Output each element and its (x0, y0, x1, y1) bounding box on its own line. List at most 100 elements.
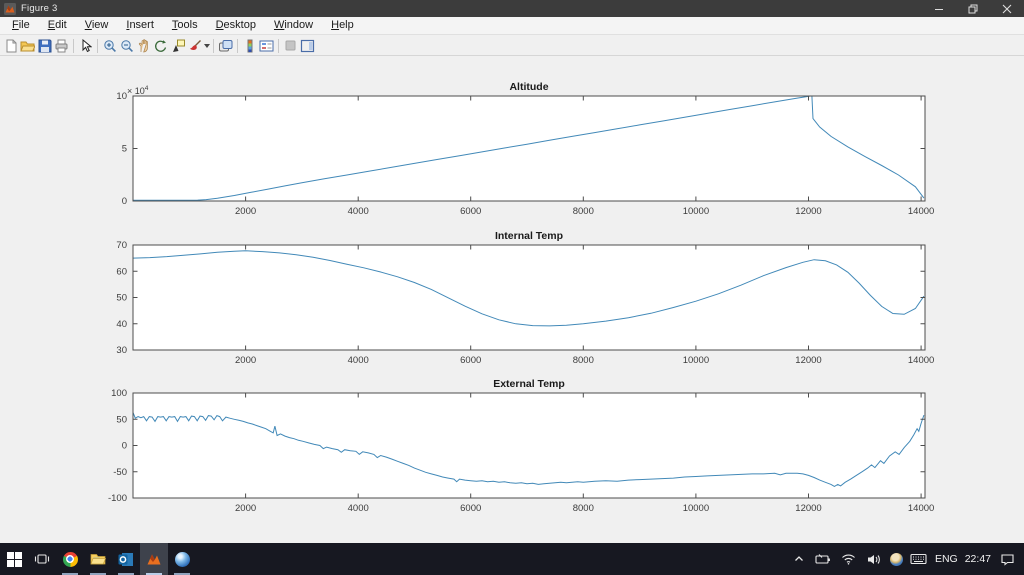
y-tick-label: 0 (122, 196, 127, 207)
touch-keyboard-icon[interactable] (910, 543, 928, 575)
brush-icon[interactable] (186, 37, 203, 54)
insert-colorbar-icon[interactable] (241, 37, 258, 54)
hide-plot-tools-icon[interactable] (282, 37, 299, 54)
x-tick-label: 12000 (795, 503, 821, 514)
y-tick-label: -100 (108, 493, 127, 504)
open-file-icon[interactable] (19, 37, 36, 54)
x-tick-label: 12000 (795, 355, 821, 366)
toolbar-separator (278, 38, 279, 53)
data-line (132, 250, 925, 327)
brush-dropdown-caret[interactable] (204, 43, 210, 48)
print-icon[interactable] (53, 37, 70, 54)
y-tick-label: 60 (116, 266, 127, 277)
x-tick-label: 10000 (683, 206, 709, 217)
x-tick-label: 4000 (348, 503, 369, 514)
x-tick-label: 6000 (460, 206, 481, 217)
pan-hand-icon[interactable] (135, 37, 152, 54)
tray-sphere-icon[interactable] (889, 552, 903, 566)
x-tick-label: 4000 (348, 355, 369, 366)
x-tick-label: 6000 (460, 355, 481, 366)
toolbar-separator (213, 38, 214, 53)
window-controls (922, 0, 1024, 17)
y-tick-label: 0 (122, 441, 127, 452)
matlab-figure-icon (4, 2, 16, 15)
menu-help[interactable]: Help (331, 19, 354, 31)
zoom-out-icon[interactable] (118, 37, 135, 54)
start-button[interactable] (0, 543, 28, 575)
y-tick-label: 10 (116, 91, 127, 102)
running-indicator (174, 573, 190, 575)
axes-ticks (133, 392, 925, 499)
chrome-icon (62, 551, 78, 567)
restore-button[interactable] (956, 0, 990, 17)
x-tick-label: 10000 (683, 503, 709, 514)
y-axis-exponent: × 104 (127, 85, 149, 96)
file-explorer-icon (90, 554, 106, 565)
x-tick-label: 2000 (235, 355, 256, 366)
insert-legend-icon[interactable] (258, 37, 275, 54)
minimize-button[interactable] (922, 0, 956, 17)
taskbar-apps (0, 543, 196, 575)
figure-toolbar (0, 36, 1024, 56)
outlook-button[interactable] (112, 543, 140, 575)
menu-desktop[interactable]: Desktop (215, 19, 256, 31)
task-view-button[interactable] (28, 543, 56, 575)
subplot-internal-temp[interactable]: 2000 4000 6000 8000 10000 12000 14000 30 40 50 60 7… (116, 230, 934, 366)
new-figure-icon[interactable] (2, 37, 19, 54)
data-cursor-icon[interactable] (169, 37, 186, 54)
toolbar-separator (237, 38, 238, 53)
clock[interactable]: 22:47 (964, 553, 991, 565)
axes-ticks (133, 95, 925, 202)
x-tick-label: 2000 (235, 206, 256, 217)
tray-chevron-up-icon[interactable] (790, 543, 808, 575)
menu-edit[interactable]: Edit (47, 19, 67, 31)
taskbar: ENG 22:47 (0, 543, 1024, 575)
y-tick-label: 100 (111, 388, 127, 399)
rotate-3d-icon[interactable] (152, 37, 169, 54)
title-bar: Figure 3 (0, 0, 1024, 17)
google-earth-icon (174, 551, 190, 567)
close-button[interactable] (990, 0, 1024, 17)
file-explorer-button[interactable] (84, 543, 112, 575)
axes-background (133, 96, 925, 201)
subplot-altitude[interactable]: 2000 4000 6000 8000 10000 12000 14000 0 5 10 Altit… (116, 81, 934, 217)
link-plot-icon[interactable] (217, 37, 234, 54)
x-tick-label: 14000 (908, 206, 934, 217)
x-tick-label: 8000 (573, 355, 594, 366)
menu-tools[interactable]: Tools (171, 19, 198, 31)
figure-client-area: 2000 4000 6000 8000 10000 12000 14000 0 5 10 Altit… (0, 56, 1024, 543)
x-tick-label: 10000 (683, 355, 709, 366)
chrome-button[interactable] (56, 543, 84, 575)
show-plot-tools-icon[interactable] (299, 37, 316, 54)
x-tick-label: 2000 (235, 503, 256, 514)
y-tick-label: 30 (116, 345, 127, 356)
edit-arrow-icon[interactable] (77, 37, 94, 54)
running-indicator (146, 573, 162, 575)
action-center-icon[interactable] (998, 543, 1016, 575)
wifi-icon[interactable] (840, 543, 858, 575)
toolbar-separator (97, 38, 98, 53)
language-indicator[interactable]: ENG (934, 553, 958, 565)
google-earth-button[interactable] (168, 543, 196, 575)
outlook-icon (118, 552, 133, 566)
x-tick-label: 8000 (573, 206, 594, 217)
battery-icon[interactable] (815, 543, 833, 575)
matlab-button[interactable] (140, 543, 168, 575)
volume-icon[interactable] (865, 543, 883, 575)
system-tray: ENG 22:47 (790, 543, 1024, 575)
menu-file[interactable]: File (12, 19, 30, 31)
running-indicator (62, 573, 78, 575)
data-line (132, 412, 925, 487)
zoom-in-icon[interactable] (101, 37, 118, 54)
menu-view[interactable]: View (84, 19, 109, 31)
x-tick-label: 14000 (908, 355, 934, 366)
menu-insert[interactable]: Insert (126, 19, 154, 31)
running-indicator (118, 573, 134, 575)
subplot-title: Altitude (509, 81, 548, 93)
figure-canvas[interactable]: 2000 4000 6000 8000 10000 12000 14000 0 5 10 Altit… (0, 56, 1024, 543)
y-tick-label: 50 (116, 293, 127, 304)
save-figure-icon[interactable] (36, 37, 53, 54)
menu-window[interactable]: Window (273, 19, 314, 31)
subplot-external-temp[interactable]: 2000 4000 6000 8000 10000 12000 14000 -100 -50 0 5… (108, 378, 934, 514)
